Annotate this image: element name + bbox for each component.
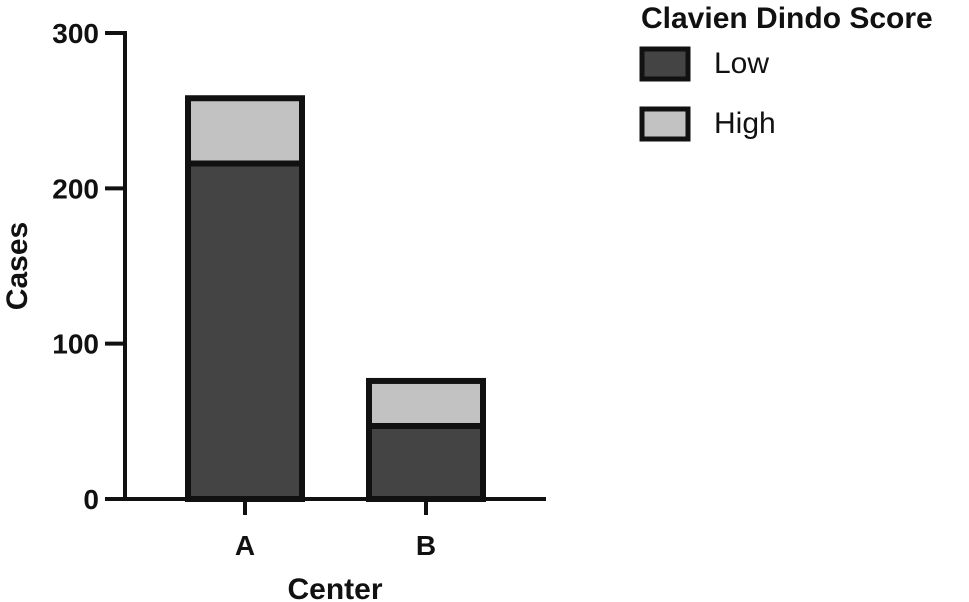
y-tick-label: 200 — [52, 173, 99, 204]
axes-layer — [123, 31, 546, 501]
legend-label-high: High — [714, 107, 776, 140]
y-tick-label: 0 — [83, 484, 99, 515]
y-tick-label: 300 — [52, 18, 99, 49]
x-tick-label: A — [235, 530, 255, 561]
y-tick-label: 100 — [52, 329, 99, 360]
y-ticks: 0 100 200 300 — [52, 18, 125, 515]
legend: Clavien Dindo Score Low High — [639, 2, 933, 142]
x-axis-title: Center — [287, 573, 382, 602]
legend-swatch-high — [639, 106, 691, 142]
bar-A-low — [185, 160, 305, 502]
y-axis-title: Cases — [1, 222, 34, 310]
legend-label-low: Low — [714, 47, 769, 80]
legend-title: Clavien Dindo Score — [641, 2, 933, 35]
x-tick-label: B — [416, 530, 436, 561]
bar-B-low — [366, 422, 486, 503]
legend-swatch-low — [639, 46, 691, 82]
bars-layer — [185, 95, 486, 503]
bar-A-high — [185, 95, 305, 167]
bar-B-high — [366, 377, 486, 429]
